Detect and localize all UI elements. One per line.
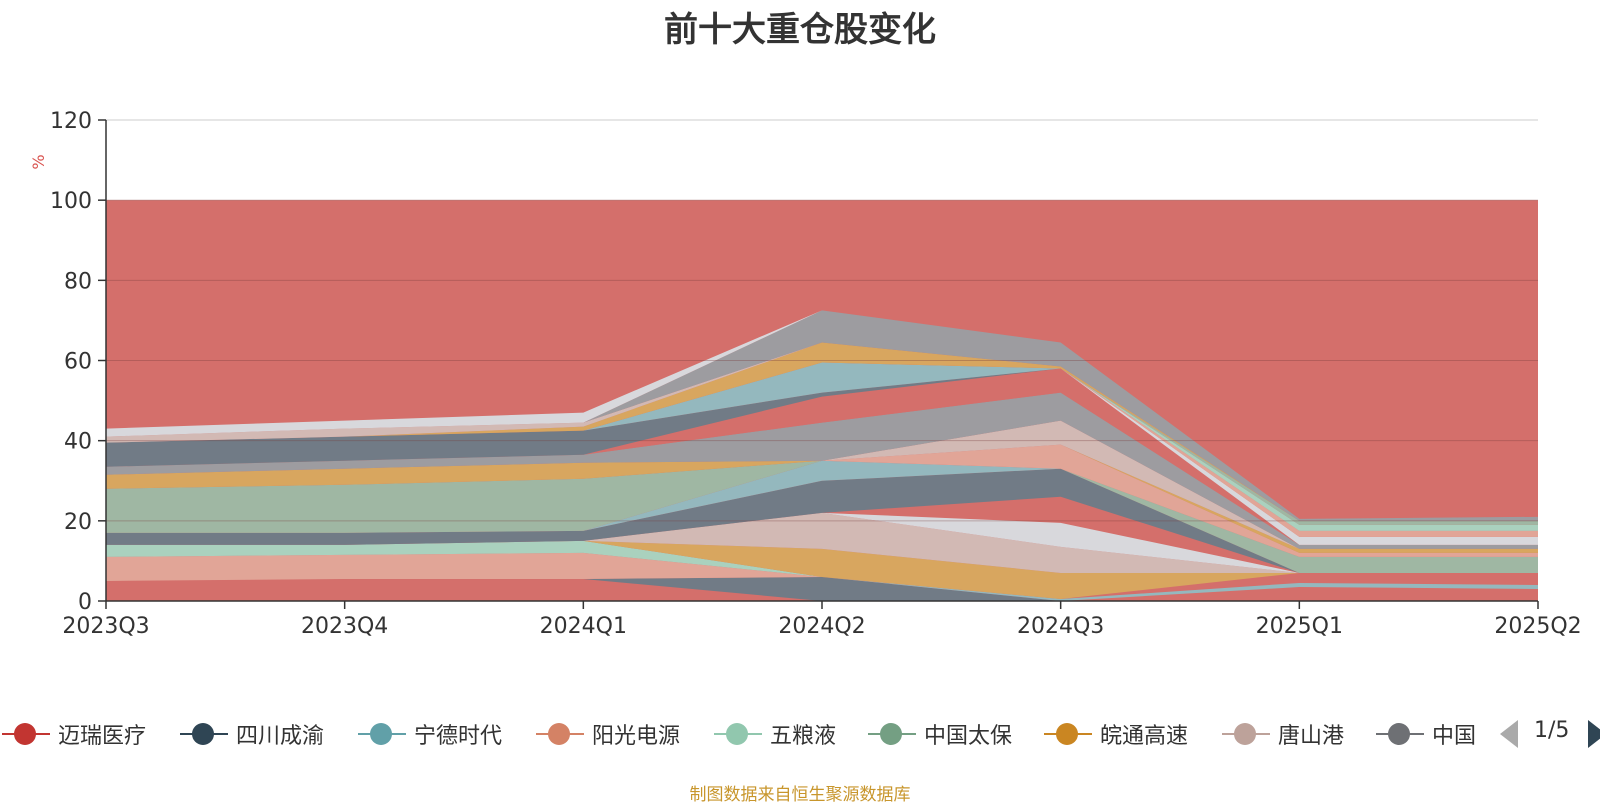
legend-circle-icon: [1234, 723, 1256, 745]
chart-plot: 0 20 40 60 80 100 120 2023Q3 2023Q4 2024Q1 2024Q2 2…: [29, 109, 1582, 639]
legend-label: 中国: [1432, 724, 1477, 749]
legend-circle-icon: [1388, 723, 1410, 745]
x-tick-label: 2024Q1: [540, 614, 627, 639]
legend-label: 宁德时代: [414, 724, 503, 749]
area-layer-7: [106, 512, 1538, 573]
x-tick-label: 2024Q3: [1017, 614, 1104, 639]
footer-note: 制图数据来自恒生聚源数据库: [689, 785, 911, 805]
legend-next-page-icon[interactable]: [1588, 720, 1600, 748]
area-layer-3: [106, 552, 1538, 599]
area-layer-4: [106, 540, 1538, 599]
legend-circle-icon: [192, 723, 214, 745]
chart-title: 前十大重仓股变化: [664, 10, 936, 50]
legend-label: 唐山港: [1278, 724, 1345, 749]
axes: 0 20 40 60 80 100 120 2023Q3 2023Q4 2024Q1 2024Q2 2…: [50, 109, 1582, 639]
area-layer-16: [106, 368, 1538, 545]
legend: 迈瑞医疗 四川成渝 宁德时代 阳光电源 五粮液 中国太保 皖通高速 唐山港 中国 1/5: [0, 712, 1600, 756]
y-tick-label: 40: [64, 430, 92, 455]
legend-label: 皖通高速: [1100, 724, 1189, 749]
x-tick-label: 2024Q2: [778, 614, 865, 639]
legend-items-viewport: 迈瑞医疗 四川成渝 宁德时代 阳光电源 五粮液 中国太保 皖通高速 唐山港 中国: [0, 712, 1478, 756]
x-tick-label: 2025Q2: [1494, 614, 1581, 639]
y-tick-label: 20: [64, 510, 92, 535]
y-axis-label: %: [29, 154, 48, 169]
y-tick-label: 100: [50, 189, 92, 214]
area-layer-13: [106, 444, 1538, 553]
y-tick-label: 120: [50, 109, 92, 134]
legend-label: 迈瑞医疗: [58, 724, 147, 749]
legend-circle-icon: [1056, 723, 1078, 745]
legend-circle-icon: [726, 723, 748, 745]
area-layer-1: [106, 572, 1538, 601]
x-tick-label: 2025Q1: [1256, 614, 1343, 639]
area-layer-2: [106, 576, 1538, 601]
legend-circle-icon: [370, 723, 392, 745]
legend-label: 四川成渝: [236, 724, 325, 749]
area-layer-17: [106, 368, 1538, 545]
x-tick-label: 2023Q4: [301, 614, 388, 639]
area-layers: [106, 310, 1538, 601]
legend-label: 阳光电源: [592, 724, 681, 749]
area-layer-15: [106, 392, 1538, 549]
legend-page-indicator: 1/5: [1534, 718, 1570, 743]
legend-circle-icon: [880, 723, 902, 745]
area-layer-5: [106, 540, 1538, 599]
grid-lines: [106, 119, 1538, 522]
y-tick-label: 80: [64, 269, 92, 294]
legend-circle-icon: [14, 723, 36, 745]
area-layer-24: [106, 342, 1538, 521]
area-layer-6: [106, 512, 1538, 573]
x-tick-label: 2023Q3: [62, 614, 149, 639]
y-tick-label: 0: [78, 590, 92, 615]
area-layer-10: [106, 460, 1538, 573]
legend-circle-icon: [548, 723, 570, 745]
area-layer-8: [106, 468, 1538, 573]
legend-prev-page-icon[interactable]: [1500, 720, 1518, 748]
legend-label: 五粮液: [770, 724, 837, 749]
y-tick-label: 60: [64, 350, 92, 375]
legend-label: 中国太保: [924, 724, 1013, 749]
